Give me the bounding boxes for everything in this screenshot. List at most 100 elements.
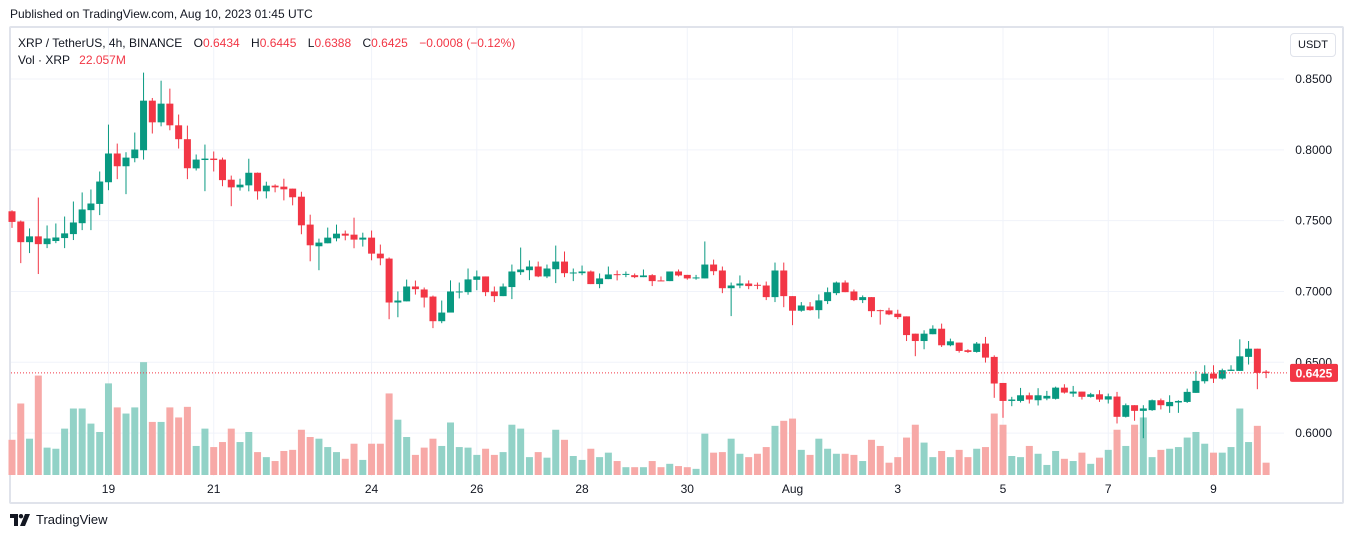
candle-body	[534, 266, 542, 277]
candle	[657, 276, 665, 282]
candle	[262, 181, 270, 199]
candle	[990, 355, 998, 398]
candle	[929, 325, 937, 335]
volume-bar	[534, 452, 542, 475]
volume-bar	[675, 466, 683, 475]
candle	[324, 227, 332, 244]
candle-body	[903, 316, 911, 336]
legend-volume-row: Vol · XRP 22.057M	[18, 52, 515, 69]
candle	[1209, 365, 1217, 383]
volume-bar	[1148, 457, 1156, 475]
candle	[666, 271, 674, 282]
low-value: 0.6388	[314, 36, 352, 50]
candle	[1139, 405, 1147, 439]
volume-bar	[61, 428, 69, 475]
candle-body	[850, 291, 858, 301]
candle-body	[955, 342, 963, 351]
candle-body	[648, 275, 656, 282]
candle-body	[1157, 400, 1165, 406]
candle-body	[394, 300, 402, 303]
candle	[1052, 386, 1060, 400]
high-value: 0.6445	[259, 36, 297, 50]
candle-body	[1131, 405, 1139, 411]
volume-bar	[771, 425, 779, 475]
volume-bar	[69, 408, 77, 475]
candle-body	[578, 271, 586, 274]
volume-bar	[815, 438, 823, 475]
volume-bar	[385, 393, 393, 475]
candle	[1008, 396, 1016, 407]
volume-bar	[1236, 408, 1244, 475]
candle	[710, 259, 718, 276]
grid-lines	[11, 28, 1284, 476]
volume-bar	[745, 457, 753, 475]
candle	[376, 244, 384, 266]
candle	[578, 265, 586, 276]
volume-bar	[1253, 425, 1261, 475]
candle	[1060, 384, 1068, 394]
symbol-title[interactable]: XRP / TetherUS, 4h, BINANCE	[18, 36, 183, 50]
candles	[8, 72, 1270, 439]
currency-button[interactable]: USDT	[1290, 33, 1336, 57]
time-tick-label: 5	[1000, 482, 1007, 496]
candle	[157, 80, 165, 127]
volume-bar	[1139, 417, 1147, 475]
candle-body	[61, 233, 69, 239]
candle-body	[1166, 401, 1174, 407]
volume-bar	[490, 454, 498, 475]
candle-body	[771, 270, 779, 298]
candle	[894, 309, 902, 320]
candle-body	[140, 100, 148, 151]
volume-bar	[1183, 437, 1191, 475]
volume-label[interactable]: Vol · XRP	[18, 53, 70, 67]
candle-body	[806, 306, 814, 311]
volume-bar	[332, 452, 340, 475]
candle-body	[1025, 395, 1033, 400]
volume-bar	[990, 413, 998, 475]
volume-bar	[631, 467, 639, 475]
footer-logo[interactable]: TradingView	[10, 512, 108, 527]
volume-bar	[368, 443, 376, 475]
volume-bar	[938, 450, 946, 475]
candle-body	[429, 296, 437, 322]
candle-body	[113, 153, 121, 167]
candle	[683, 274, 691, 280]
volume-bar	[727, 438, 735, 475]
candle	[832, 281, 840, 296]
volume-bar	[552, 429, 560, 475]
candle	[1148, 399, 1156, 411]
candle	[1183, 388, 1191, 403]
volume-bar	[131, 407, 139, 475]
candle-body	[1227, 369, 1235, 371]
candle	[762, 281, 770, 301]
volume-bar	[394, 419, 402, 475]
volume-bar	[262, 457, 270, 475]
volume-bar	[324, 447, 332, 475]
volume-bar	[236, 442, 244, 475]
candle	[1157, 398, 1165, 410]
low-label: L	[307, 36, 315, 50]
last-price-marker: 0.6425	[11, 363, 1338, 382]
candle	[227, 175, 235, 207]
time-tick-label: 3	[894, 482, 901, 496]
candle-body	[315, 242, 323, 247]
candle	[52, 223, 60, 244]
volume-bar	[1078, 452, 1086, 475]
candle	[104, 124, 112, 191]
candle	[753, 282, 761, 290]
candle-body	[736, 283, 744, 286]
candle	[1078, 391, 1086, 400]
candle	[815, 294, 823, 319]
candle	[447, 280, 454, 313]
candle	[1245, 341, 1253, 365]
volume-bar	[1166, 448, 1174, 475]
candle	[1017, 387, 1025, 403]
candle	[1174, 400, 1182, 413]
candle	[1236, 339, 1244, 371]
candle	[122, 152, 130, 195]
candle-body	[78, 209, 86, 224]
volume-bar	[420, 447, 428, 475]
volume-bar	[973, 448, 981, 475]
